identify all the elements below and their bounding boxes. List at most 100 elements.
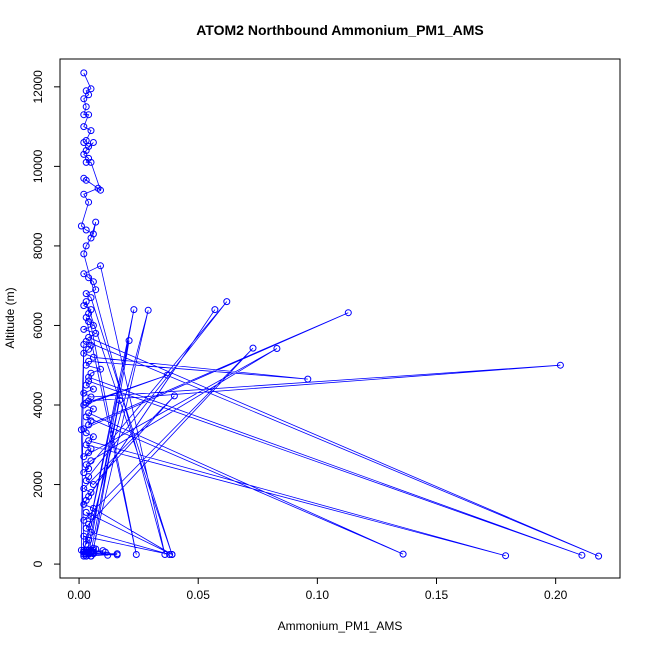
data-point bbox=[82, 242, 90, 250]
data-point bbox=[82, 429, 90, 437]
data-point bbox=[89, 405, 97, 413]
data-point bbox=[113, 550, 121, 558]
data-point bbox=[80, 516, 88, 524]
data-point bbox=[89, 353, 97, 361]
data-point bbox=[85, 91, 93, 99]
data-point bbox=[82, 361, 90, 369]
data-point bbox=[77, 426, 85, 434]
data-point bbox=[304, 375, 312, 383]
series-line bbox=[80, 72, 599, 558]
data-point bbox=[211, 306, 219, 314]
data-point bbox=[80, 250, 88, 258]
data-point bbox=[85, 318, 93, 325]
data-point bbox=[80, 532, 88, 540]
data-point bbox=[80, 485, 88, 492]
data-point bbox=[80, 341, 88, 348]
x-tick-label: 0.10 bbox=[306, 588, 330, 602]
data-point bbox=[82, 158, 90, 166]
data-point bbox=[82, 381, 90, 389]
data-point bbox=[82, 413, 90, 421]
data-point bbox=[502, 552, 510, 560]
y-tick-label: 8000 bbox=[31, 232, 45, 259]
data-point bbox=[85, 421, 93, 429]
data-point bbox=[87, 457, 95, 465]
data-point bbox=[163, 371, 171, 379]
data-point bbox=[77, 546, 85, 554]
x-tick-label: 0.00 bbox=[67, 588, 91, 602]
data-point bbox=[89, 139, 97, 146]
x-tick-label: 0.05 bbox=[187, 588, 211, 602]
data-point bbox=[94, 184, 102, 192]
data-point bbox=[85, 198, 93, 206]
data-point bbox=[87, 512, 95, 520]
data-point bbox=[556, 361, 564, 369]
chart-title: ATOM2 Northbound Ammonium_PM1_AMS bbox=[196, 22, 484, 38]
data-point bbox=[80, 349, 88, 357]
data-point bbox=[87, 528, 95, 536]
data-point bbox=[273, 345, 281, 352]
data-point bbox=[595, 552, 603, 560]
data-point bbox=[82, 477, 90, 485]
data-point bbox=[80, 500, 88, 508]
data-point bbox=[144, 306, 152, 314]
data-point bbox=[85, 111, 93, 119]
data-point bbox=[89, 481, 97, 488]
data-point bbox=[82, 524, 90, 532]
data-point bbox=[80, 69, 88, 77]
y-tick-label: 12000 bbox=[31, 70, 45, 104]
data-point bbox=[80, 401, 88, 409]
x-axis: 0.00 0.05 0.10 0.15 0.20 bbox=[67, 578, 568, 602]
data-point bbox=[344, 309, 352, 317]
data-point bbox=[82, 176, 90, 184]
data-point bbox=[89, 322, 97, 329]
data-point bbox=[89, 550, 97, 558]
data-point bbox=[85, 373, 93, 381]
data-point bbox=[85, 449, 93, 457]
data-point bbox=[80, 325, 88, 333]
plot-frame bbox=[59, 58, 621, 579]
data-point bbox=[87, 127, 95, 135]
data-point bbox=[80, 150, 88, 158]
data-point bbox=[97, 262, 104, 270]
data-point bbox=[87, 234, 95, 242]
data-point bbox=[80, 139, 88, 146]
data-point bbox=[80, 123, 88, 131]
data-point bbox=[80, 95, 88, 103]
data-point bbox=[166, 551, 174, 558]
data-point bbox=[170, 392, 178, 400]
data-point bbox=[89, 433, 97, 441]
data-point bbox=[578, 551, 586, 559]
data-point bbox=[82, 103, 90, 111]
data-point bbox=[87, 294, 95, 302]
data-point bbox=[92, 329, 100, 337]
data-point bbox=[80, 270, 88, 278]
data-point bbox=[82, 290, 90, 298]
y-tick-label: 2000 bbox=[31, 471, 45, 498]
data-point bbox=[80, 389, 88, 397]
data-point bbox=[249, 344, 257, 352]
data-point bbox=[77, 222, 85, 230]
data-point bbox=[85, 345, 93, 353]
y-tick-label: 0 bbox=[31, 560, 45, 567]
y-tick-label: 6000 bbox=[31, 312, 45, 339]
data-point bbox=[82, 508, 90, 516]
data-point bbox=[85, 274, 93, 282]
data-point bbox=[223, 298, 231, 306]
data-point bbox=[80, 190, 88, 198]
data-point bbox=[80, 111, 88, 119]
data-point bbox=[89, 504, 97, 512]
data-point bbox=[132, 551, 140, 558]
y-axis: 0 2000 4000 6000 8000 10000 12000 bbox=[31, 70, 60, 567]
data-point bbox=[87, 158, 95, 166]
x-axis-label: Ammonium_PM1_AMS bbox=[278, 619, 403, 633]
data-point bbox=[89, 278, 97, 286]
data-point bbox=[99, 547, 107, 555]
data-point bbox=[85, 465, 93, 473]
data-point bbox=[399, 550, 407, 558]
data-point bbox=[125, 337, 133, 345]
data-point bbox=[104, 551, 112, 559]
data-point bbox=[82, 226, 90, 234]
series-layer bbox=[77, 69, 603, 560]
x-tick-label: 0.20 bbox=[544, 588, 568, 602]
